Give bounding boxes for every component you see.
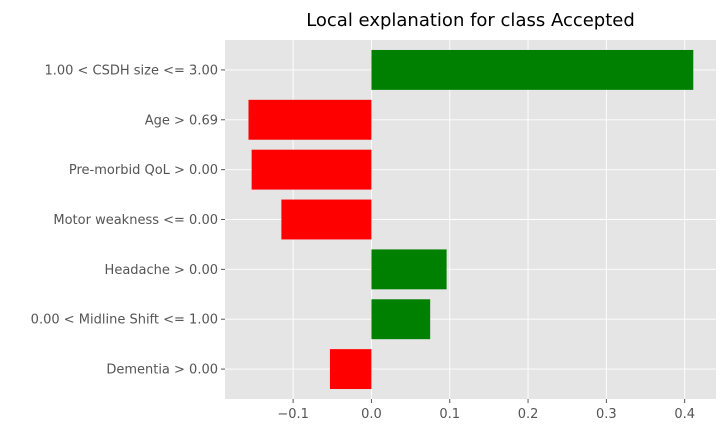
bar — [371, 299, 431, 340]
y-tick-label: Motor weakness <= 0.00 — [53, 213, 218, 228]
bar — [248, 99, 372, 140]
bar — [371, 49, 694, 90]
chart-title: Local explanation for class Accepted — [306, 10, 635, 31]
bar — [251, 149, 372, 190]
x-tick-label: 0.0 — [361, 407, 382, 422]
y-tick-label: Dementia > 0.00 — [106, 363, 218, 378]
y-tick-label: Age > 0.69 — [145, 113, 218, 128]
bar — [281, 199, 372, 240]
y-tick-labels: 1.00 < CSDH size <= 3.00 Age > 0.69 Pre-mo… — [31, 63, 225, 378]
x-tick-label: 0.2 — [518, 407, 539, 422]
y-tick-label: Headache > 0.00 — [105, 263, 218, 278]
x-tick-labels: −0.1 0.0 0.1 0.2 0.3 0.4 — [277, 399, 695, 422]
x-tick-label: 0.4 — [674, 407, 695, 422]
x-tick-label: −0.1 — [277, 407, 309, 422]
y-tick-label: 1.00 < CSDH size <= 3.00 — [44, 63, 218, 78]
bar — [371, 249, 447, 290]
bars — [248, 49, 694, 390]
x-tick-label: 0.3 — [596, 407, 617, 422]
y-tick-label: 0.00 < Midline Shift <= 1.00 — [31, 313, 218, 328]
y-tick-label: Pre-morbid QoL > 0.00 — [69, 163, 218, 178]
x-tick-label: 0.1 — [439, 407, 460, 422]
bar — [329, 349, 372, 390]
